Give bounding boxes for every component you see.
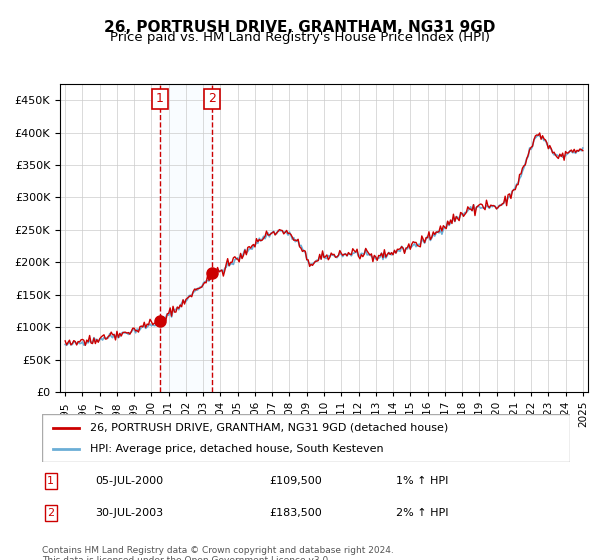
Text: 1% ↑ HPI: 1% ↑ HPI [396, 476, 448, 486]
Text: 05-JUL-2000: 05-JUL-2000 [95, 476, 163, 486]
Bar [160, 84, 212, 392]
Text: 2% ↑ HPI: 2% ↑ HPI [396, 508, 448, 518]
Text: 30-JUL-2003: 30-JUL-2003 [95, 508, 163, 518]
Text: 2: 2 [47, 508, 55, 518]
Text: £109,500: £109,500 [269, 476, 322, 486]
FancyBboxPatch shape [42, 414, 570, 462]
Text: 1: 1 [156, 92, 164, 105]
Text: 2: 2 [208, 92, 216, 105]
Text: 26, PORTRUSH DRIVE, GRANTHAM, NG31 9GD (detached house): 26, PORTRUSH DRIVE, GRANTHAM, NG31 9GD (… [89, 423, 448, 433]
Text: Price paid vs. HM Land Registry's House Price Index (HPI): Price paid vs. HM Land Registry's House … [110, 31, 490, 44]
Text: HPI: Average price, detached house, South Kesteven: HPI: Average price, detached house, Sout… [89, 444, 383, 454]
Text: 1: 1 [47, 476, 54, 486]
Text: £183,500: £183,500 [269, 508, 322, 518]
Text: Contains HM Land Registry data © Crown copyright and database right 2024.
This d: Contains HM Land Registry data © Crown c… [42, 546, 394, 560]
Text: 26, PORTRUSH DRIVE, GRANTHAM, NG31 9GD: 26, PORTRUSH DRIVE, GRANTHAM, NG31 9GD [104, 20, 496, 35]
